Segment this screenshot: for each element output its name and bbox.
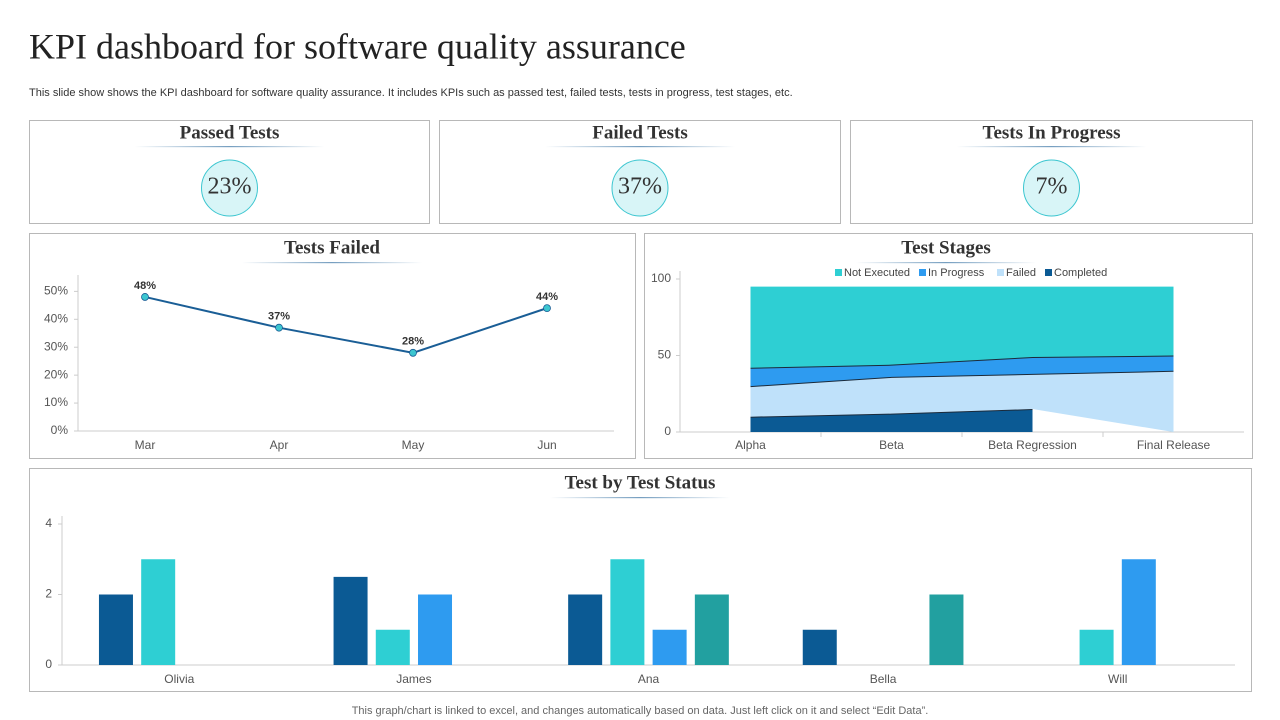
legend-swatch xyxy=(1045,269,1052,276)
x-tick-label: Will xyxy=(1108,672,1127,686)
legend-label: Failed xyxy=(1006,267,1036,279)
x-tick-label: Beta Regression xyxy=(988,438,1077,452)
chart-title: Test Stages xyxy=(901,237,991,258)
kpi-value: 7% xyxy=(1036,174,1068,200)
footer-note: This graph/chart is linked to excel, and… xyxy=(352,705,929,717)
legend-swatch xyxy=(919,269,926,276)
y-tick-label: 50% xyxy=(44,284,68,298)
y-tick-label: 30% xyxy=(44,339,68,353)
x-tick-label: Beta xyxy=(879,438,904,452)
x-tick-label: Alpha xyxy=(735,438,766,452)
bar xyxy=(610,559,645,665)
bar xyxy=(568,594,603,665)
kpi-title: Passed Tests xyxy=(180,122,280,143)
x-tick-label: Mar xyxy=(135,438,156,452)
y-tick-label: 20% xyxy=(44,367,68,381)
x-tick-label: James xyxy=(396,672,431,686)
point xyxy=(409,348,417,357)
kpi-value: 23% xyxy=(208,174,252,200)
legend-label: Not Executed xyxy=(844,267,910,279)
point xyxy=(543,304,551,313)
bar xyxy=(141,559,176,665)
y-tick-label: 100 xyxy=(651,271,671,285)
title-underline xyxy=(550,497,730,499)
title-underline xyxy=(242,262,422,264)
y-tick-label: 2 xyxy=(45,587,52,601)
area xyxy=(750,355,1174,387)
point xyxy=(275,323,283,332)
x-tick-label: Ana xyxy=(638,672,660,686)
x-tick-label: Jun xyxy=(537,438,556,452)
data-label: 37% xyxy=(268,311,290,323)
x-tick-label: Bella xyxy=(870,672,897,686)
title-underline xyxy=(134,146,325,148)
area xyxy=(750,286,1174,368)
legend-label: Completed xyxy=(1054,267,1107,279)
bar xyxy=(375,629,410,665)
bar xyxy=(1121,559,1156,665)
legend-label: In Progress xyxy=(928,267,985,279)
chart-card xyxy=(29,233,636,459)
bar xyxy=(929,594,964,665)
bar xyxy=(333,576,368,665)
kpi-circle xyxy=(201,159,258,217)
bar xyxy=(418,594,453,665)
bar xyxy=(98,594,133,665)
data-label: 44% xyxy=(536,291,558,303)
bar xyxy=(802,629,837,665)
legend-swatch xyxy=(997,269,1004,276)
y-tick-label: 4 xyxy=(45,516,52,530)
title-underline xyxy=(856,262,1036,264)
y-tick-label: 10% xyxy=(44,395,68,409)
y-tick-label: 50 xyxy=(658,348,672,362)
x-tick-label: Olivia xyxy=(164,672,194,686)
x-tick-label: May xyxy=(402,438,425,452)
bar xyxy=(694,594,729,665)
kpi-title: Tests In Progress xyxy=(983,122,1121,143)
chart-title: Test by Test Status xyxy=(565,472,716,493)
y-tick-label: 0% xyxy=(51,423,69,437)
data-label: 28% xyxy=(402,336,424,348)
title-underline xyxy=(545,146,735,148)
data-label: 48% xyxy=(134,280,156,292)
y-tick-label: 0 xyxy=(45,657,52,671)
kpi-value: 37% xyxy=(618,174,662,200)
page-title: KPI dashboard for software quality assur… xyxy=(29,26,686,66)
y-tick-label: 0 xyxy=(664,424,671,438)
kpi-circle xyxy=(611,159,669,217)
kpi-circle xyxy=(1023,159,1080,217)
legend-swatch xyxy=(835,269,842,276)
bar xyxy=(652,629,687,665)
x-tick-label: Final Release xyxy=(1137,438,1211,452)
x-tick-label: Apr xyxy=(270,438,289,452)
chart-title: Tests Failed xyxy=(284,237,380,258)
line xyxy=(144,295,548,354)
title-underline xyxy=(956,146,1147,148)
bar xyxy=(1079,629,1114,665)
point xyxy=(141,293,149,301)
kpi-title: Failed Tests xyxy=(592,122,688,143)
subtitle: This slide show shows the KPI dashboard … xyxy=(29,87,793,99)
area xyxy=(750,409,1033,432)
area xyxy=(750,370,1174,432)
y-tick-label: 40% xyxy=(44,311,68,325)
